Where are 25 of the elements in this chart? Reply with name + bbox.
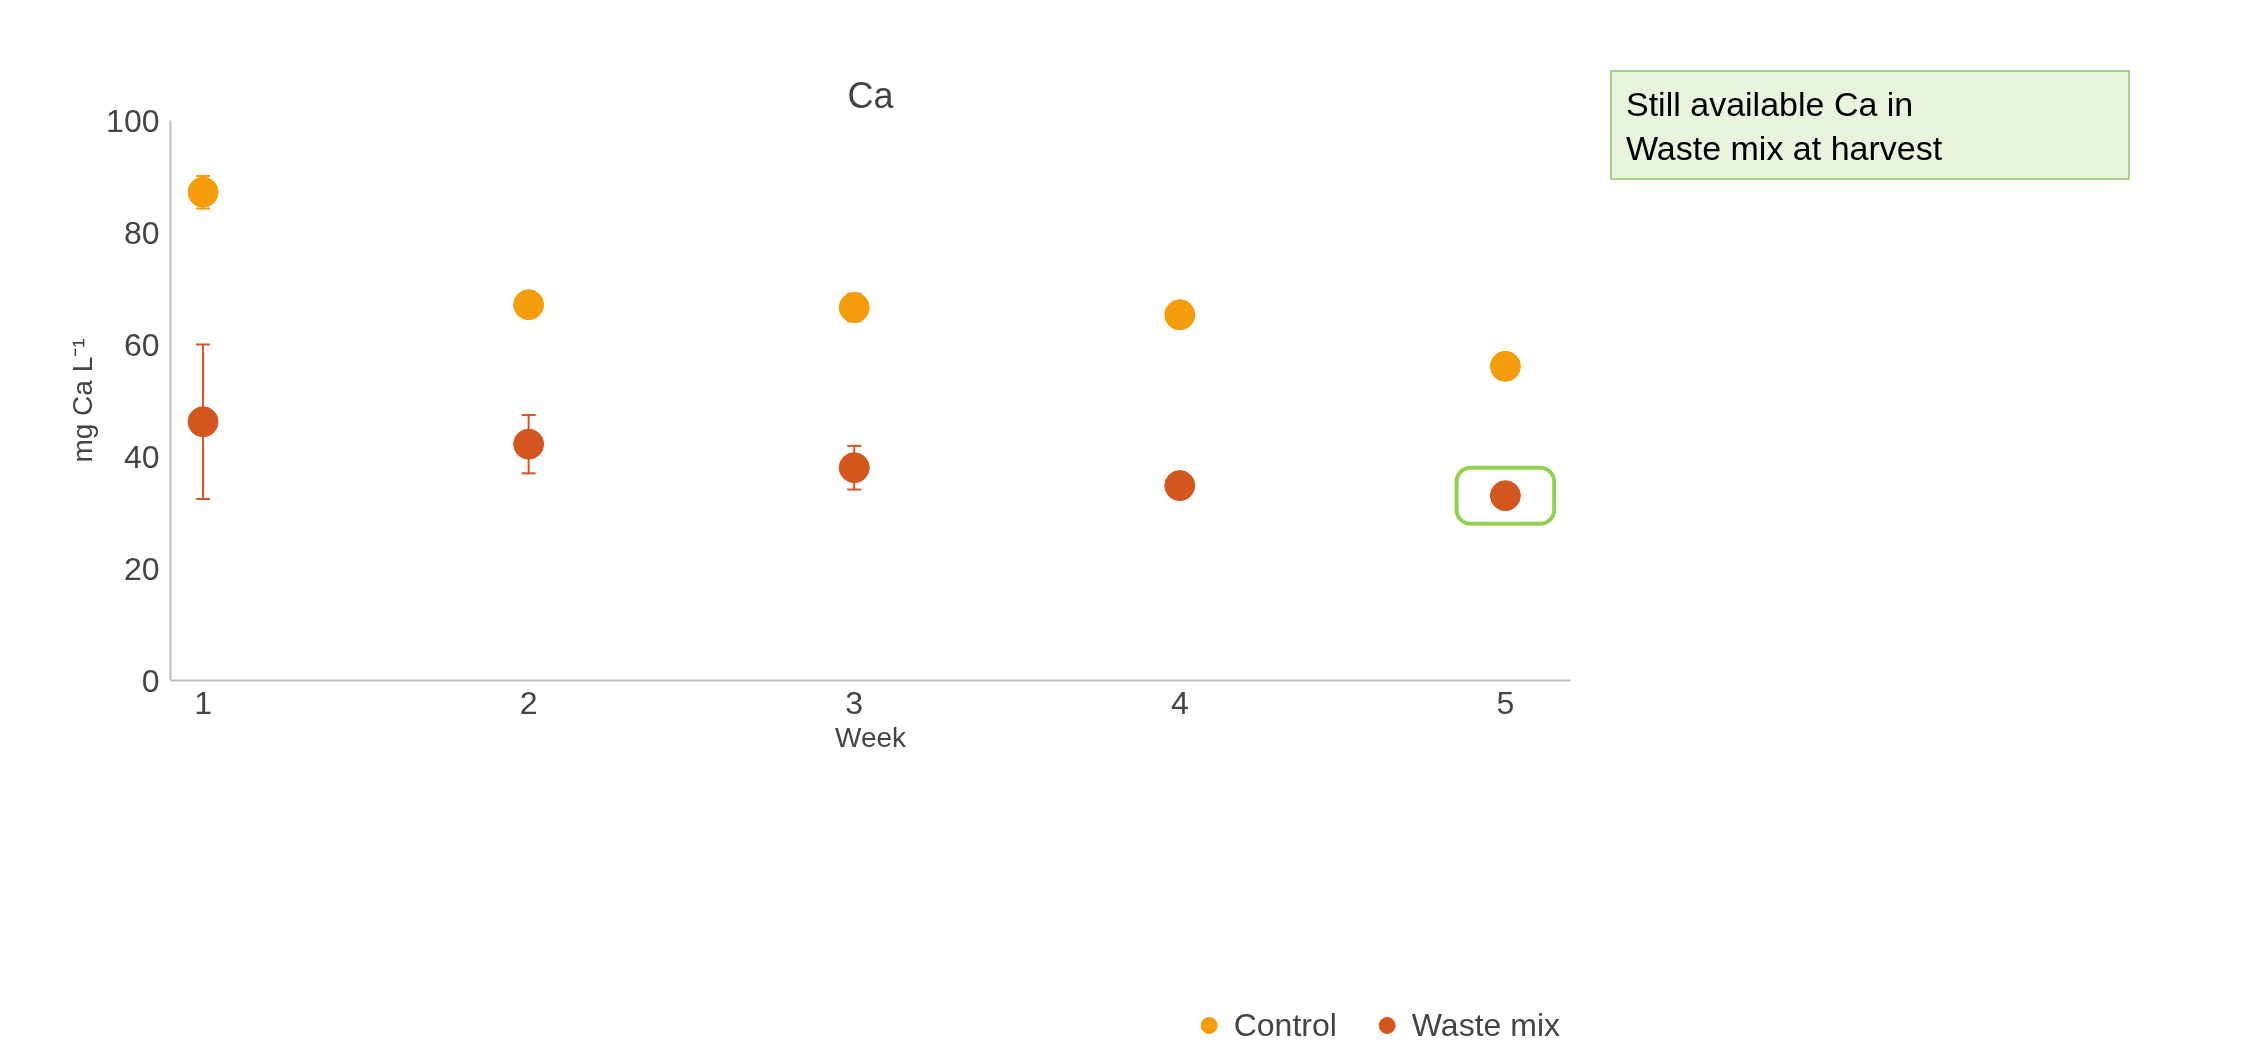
- chart-title: Ca: [847, 74, 895, 116]
- y-tick-label: 20: [123, 550, 160, 587]
- y-tick-label: 40: [123, 438, 160, 475]
- x-tick-label: 2: [519, 684, 538, 721]
- point: [187, 406, 219, 438]
- legend-label: Control: [1233, 1006, 1337, 1044]
- x-tick-label: 1: [194, 684, 212, 721]
- point: [1164, 470, 1196, 502]
- point: [513, 428, 545, 460]
- point: [838, 452, 870, 484]
- x-axis-title: Week: [834, 721, 908, 753]
- y-tick-label: 80: [123, 214, 160, 251]
- point: [513, 289, 545, 321]
- x-tick-label: 4: [1170, 684, 1189, 721]
- point: [1489, 350, 1521, 382]
- point: [187, 176, 219, 208]
- legend-label: Waste mix: [1411, 1006, 1560, 1044]
- y-tick-label: 100: [106, 102, 160, 139]
- x-tick-label: 5: [1496, 684, 1515, 721]
- x-tick-label: 3: [845, 684, 864, 721]
- y-axis-title: mg Ca L⁻¹: [67, 338, 99, 463]
- text: Still available Ca in Waste mix at harvest: [1626, 84, 1943, 170]
- y-tick-label: 60: [123, 326, 160, 363]
- point: [1164, 299, 1196, 331]
- y-tick-label: 0: [141, 662, 160, 699]
